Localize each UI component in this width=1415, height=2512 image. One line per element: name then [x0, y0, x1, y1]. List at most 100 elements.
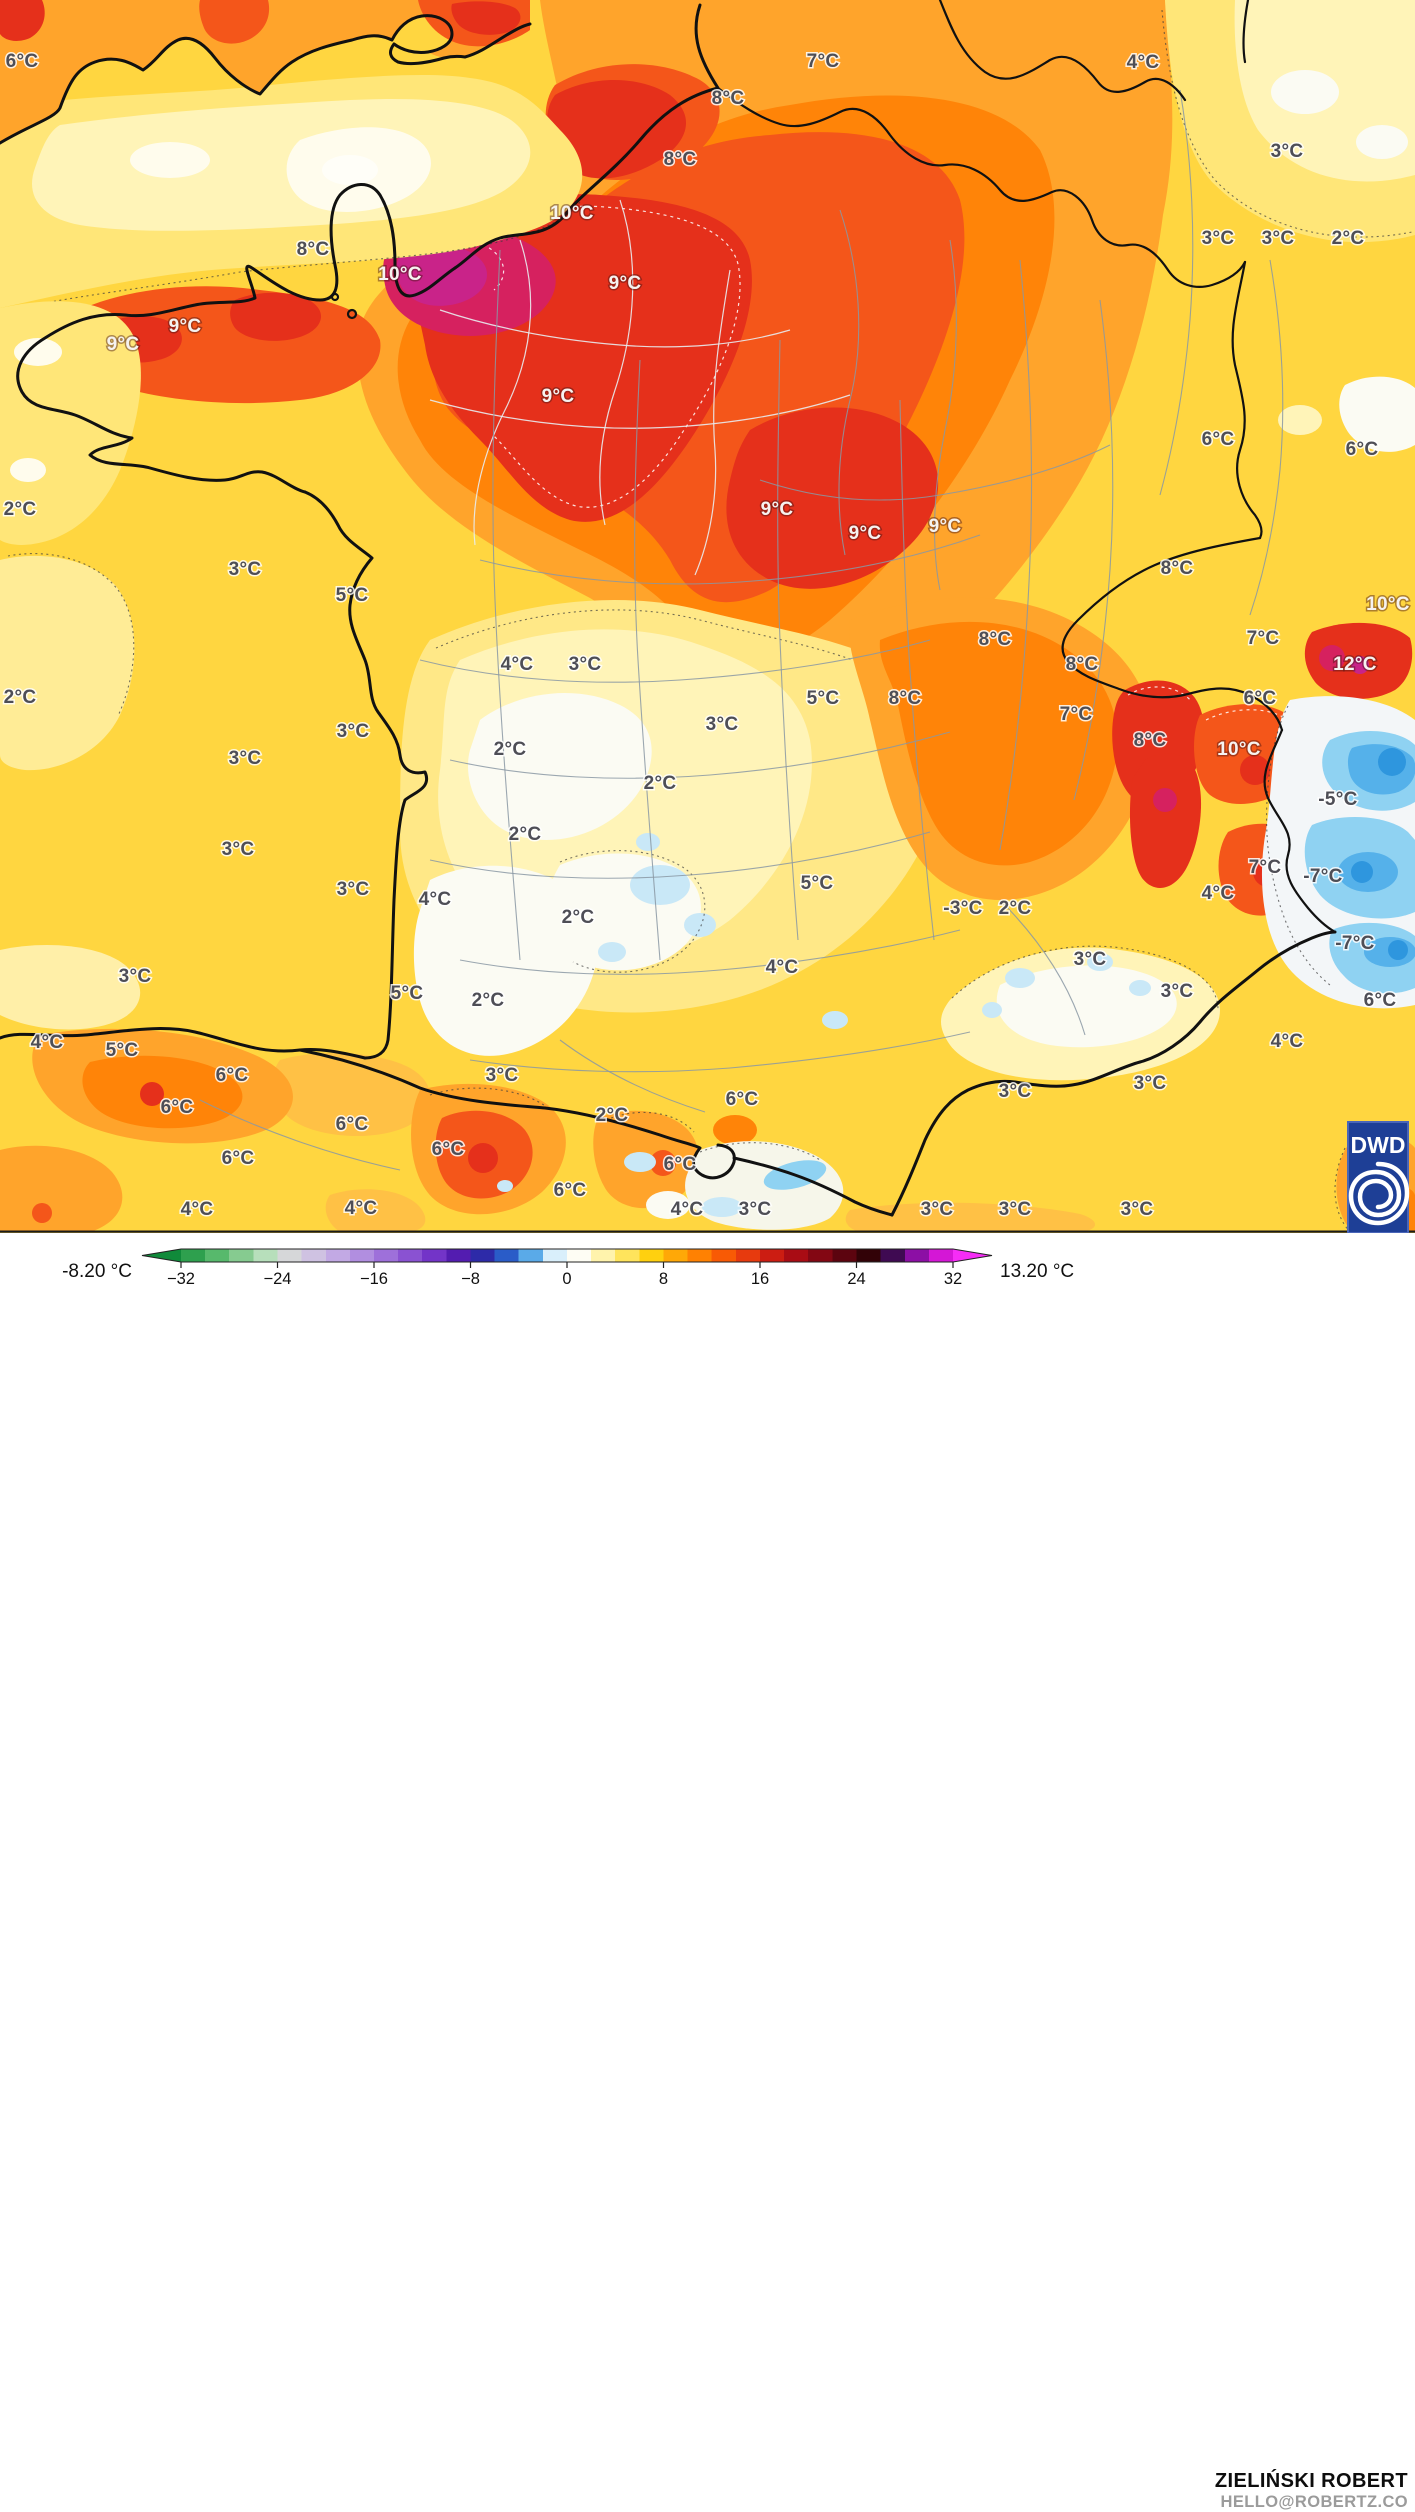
temp-label: 6°C — [6, 51, 39, 72]
temp-label: 2°C — [494, 739, 527, 760]
warm-region-pyrenees — [0, 1028, 1095, 1232]
temp-label: 9°C — [542, 386, 575, 407]
temp-label: 7°C — [1247, 628, 1280, 649]
temp-label: 4°C — [671, 1199, 704, 1220]
temp-label: 3°C — [569, 654, 602, 675]
temp-label: 4°C — [1127, 52, 1160, 73]
colorbar-left-arrow — [142, 1249, 181, 1262]
colorbar-ticks: −32 −24 −16 −8 0 8 16 24 32 — [167, 1262, 962, 1288]
temp-label: 2°C — [4, 687, 37, 708]
temp-label: 6°C — [336, 1114, 369, 1135]
colorbar-tick-label: 8 — [659, 1270, 668, 1287]
temp-label: 10°C — [1366, 594, 1410, 615]
temp-label: 6°C — [726, 1089, 759, 1110]
warm-region-north — [357, 0, 1173, 738]
temp-label: 3°C — [739, 1199, 772, 1220]
coastlines — [0, 0, 1337, 1217]
colorbar-tick-label: 0 — [562, 1270, 571, 1287]
temp-label: 6°C — [554, 1180, 587, 1201]
cold-region-alps — [1261, 696, 1415, 1009]
colorbar-max-label: 13.20 °C — [1000, 1261, 1074, 1282]
temp-label: 4°C — [501, 654, 534, 675]
dwd-logo-text: DWD — [1351, 1132, 1406, 1158]
colorbar-tick-label: 24 — [847, 1270, 865, 1287]
temp-label: 3°C — [119, 966, 152, 987]
temp-label: 10°C — [550, 203, 594, 224]
colorbar-band: −32 −24 −16 −8 0 8 16 24 32 -8.20 °C 13.20 °C ZI… — [0, 1233, 1415, 2511]
colorbar-tick-label: 16 — [751, 1270, 769, 1287]
colorbar-min-label: -8.20 °C — [62, 1261, 132, 1282]
dwd-logo: DWD — [1347, 1121, 1410, 1234]
temp-label: 3°C — [706, 714, 739, 735]
author-name: ZIELIŃSKI ROBERT — [1214, 2470, 1408, 2492]
colorbar-tick-label: −32 — [167, 1270, 195, 1287]
colorbar-right-arrow — [953, 1249, 992, 1262]
temp-label: 3°C — [921, 1199, 954, 1220]
temperature-anomaly-map: 6°C 8°C 10°C 7°C 8°C 8°C 10°C 9°C 4°C 3°C 3°C 3°C 2°… — [0, 0, 1415, 1234]
temperature-labels: 6°C 8°C 10°C 7°C 8°C 8°C 10°C 9°C 4°C 3°C 3°C 3°C 2°… — [2, 50, 1411, 1222]
temp-label: 4°C — [31, 1032, 64, 1053]
pale-region-provence — [822, 945, 1220, 1081]
temp-label: 8°C — [297, 239, 330, 260]
temp-label: 8°C — [712, 88, 745, 109]
temp-label: 6°C — [161, 1097, 194, 1118]
temp-label: -7°C — [1335, 933, 1374, 954]
temp-label: 2°C — [4, 499, 37, 520]
temp-label: 3°C — [229, 748, 262, 769]
temp-label: 4°C — [345, 1198, 378, 1219]
temp-label: 6°C — [222, 1148, 255, 1169]
england-landmass — [0, 0, 532, 145]
temp-label: 3°C — [999, 1199, 1032, 1220]
temp-label: 3°C — [999, 1081, 1032, 1102]
temp-label: 3°C — [337, 721, 370, 742]
temp-label: 8°C — [1066, 654, 1099, 675]
temp-label: 4°C — [181, 1199, 214, 1220]
temp-label: 3°C — [222, 839, 255, 860]
temp-label: 12°C — [1333, 654, 1377, 675]
temp-label: 2°C — [562, 907, 595, 928]
temp-label: 3°C — [1271, 141, 1304, 162]
temp-label: 2°C — [999, 898, 1032, 919]
temp-label: 7°C — [807, 51, 840, 72]
temp-label: 10°C — [1217, 739, 1261, 760]
temp-label: 4°C — [1202, 883, 1235, 904]
temp-label: 3°C — [229, 559, 262, 580]
colorbar-gradient — [181, 1249, 953, 1262]
temp-label: 2°C — [509, 824, 542, 845]
author-contact: HELLO@ROBERTZ.CO — [1220, 2493, 1408, 2511]
temp-label: 6°C — [1244, 688, 1277, 709]
dwd-spiral-icon — [1348, 1161, 1410, 1226]
temp-label: 3°C — [1134, 1073, 1167, 1094]
temp-label: 4°C — [766, 957, 799, 978]
temp-label: 3°C — [486, 1065, 519, 1086]
temp-label: 9°C — [107, 334, 140, 355]
colorbar-tick-label: −16 — [360, 1270, 388, 1287]
temp-label: 9°C — [609, 273, 642, 294]
temp-label: 3°C — [1121, 1199, 1154, 1220]
temp-label: -3°C — [943, 898, 982, 919]
temp-label: 6°C — [1346, 439, 1379, 460]
temp-label: 8°C — [889, 688, 922, 709]
temp-label: 3°C — [1161, 981, 1194, 1002]
temp-label: 8°C — [1161, 558, 1194, 579]
temp-label: 6°C — [664, 1154, 697, 1175]
attribution: ZIELIŃSKI ROBERT HELLO@ROBERTZ.CO — [1215, 2470, 1408, 2512]
temp-label: 7°C — [1249, 857, 1282, 878]
temp-label: 6°C — [1364, 990, 1397, 1011]
pale-region-channel — [0, 75, 583, 1030]
temp-label: 2°C — [472, 990, 505, 1011]
pale-region-germany — [1161, 0, 1415, 452]
temp-label: 7°C — [1060, 704, 1093, 725]
temp-label: -7°C — [1303, 866, 1342, 887]
temp-label: 2°C — [1332, 228, 1365, 249]
temp-label: 9°C — [761, 499, 794, 520]
temp-label: 5°C — [807, 688, 840, 709]
temp-label: 10°C — [378, 264, 422, 285]
temp-label: -5°C — [1318, 789, 1357, 810]
temp-label: 9°C — [849, 523, 882, 544]
temp-label: 5°C — [391, 983, 424, 1004]
temp-label: 8°C — [664, 149, 697, 170]
temp-label: 4°C — [1271, 1031, 1304, 1052]
temp-label: 6°C — [1202, 429, 1235, 450]
colorbar-tick-label: −24 — [264, 1270, 292, 1287]
